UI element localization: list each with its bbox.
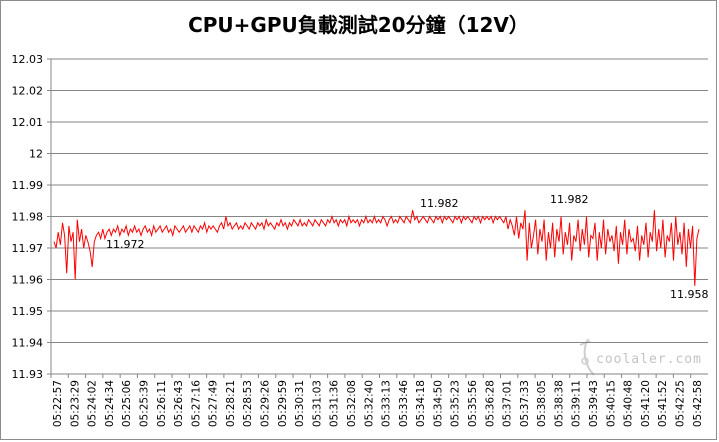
y-tick-label: 11.97: [12, 242, 44, 255]
x-tick-label: 05:26:11: [156, 380, 168, 427]
x-tick-label: 05:25:39: [138, 380, 150, 427]
data-label: 11.958: [670, 288, 709, 301]
x-tick-label: 05:23:29: [69, 380, 81, 427]
x-tick-label: 05:26:43: [173, 380, 185, 427]
x-tick-label: 05:34:18: [415, 380, 427, 427]
y-tick-label: 12: [29, 148, 43, 161]
x-tick-label: 05:38:05: [536, 380, 548, 427]
x-tick-label: 05:28:53: [242, 380, 254, 427]
x-tick-label: 05:37:33: [519, 380, 531, 427]
x-tick-label: 05:41:20: [640, 380, 652, 427]
x-tick-label: 05:35:56: [467, 380, 479, 427]
x-tick-label: 05:31:36: [329, 380, 341, 427]
x-tick-label: 05:41:52: [657, 380, 669, 427]
data-label: 11.982: [420, 197, 459, 210]
x-tick-label: 05:27:16: [190, 380, 202, 427]
y-tick-label: 11.99: [12, 179, 44, 192]
x-tick-label: 05:39:11: [571, 380, 583, 427]
watermark-text: coolaler.com: [596, 352, 702, 367]
y-tick-label: 12.03: [12, 53, 44, 66]
x-tick-label: 05:42:58: [692, 380, 704, 427]
x-tick-label: 05:31:03: [311, 380, 323, 427]
x-tick-label: 05:22:57: [52, 380, 64, 427]
x-tick-label: 05:29:59: [277, 380, 289, 427]
x-tick-label: 05:32:40: [363, 380, 375, 427]
y-tick-label: 12.02: [12, 85, 44, 98]
data-label: 11.972: [106, 238, 145, 251]
x-tick-label: 05:27:49: [208, 380, 220, 427]
x-tick-label: 05:25:06: [121, 380, 133, 427]
x-tick-label: 05:34:50: [432, 380, 444, 427]
series-line: [53, 210, 700, 286]
y-axis-ticks: 11.93 11.94 11.95 11.96 11.97 11.98 11.99 12 12.…: [12, 53, 51, 381]
x-axis-ticks: 05:22:57 05:23:29 05:24:02 05:24:34 05:25:06…: [50, 374, 704, 427]
watermark-logo-icon: [579, 338, 595, 376]
x-tick-label: 05:39:43: [588, 380, 600, 427]
x-tick-label: 05:28:21: [225, 380, 237, 427]
x-tick-label: 05:32:08: [346, 380, 358, 427]
x-tick-label: 05:40:48: [623, 380, 635, 427]
watermark: coolaler.com: [576, 331, 716, 381]
x-tick-label: 05:24:02: [87, 380, 99, 427]
data-label: 11.982: [550, 193, 589, 206]
y-tick-label: 12.01: [12, 116, 44, 129]
x-tick-label: 05:40:15: [605, 380, 617, 427]
x-tick-label: 05:33:13: [381, 380, 393, 427]
gridlines: [50, 58, 708, 375]
x-tick-label: 05:33:46: [398, 380, 410, 427]
x-tick-label: 05:37:01: [502, 380, 514, 427]
x-tick-label: 05:24:34: [104, 380, 116, 427]
x-tick-label: 05:29:26: [260, 380, 272, 427]
y-tick-label: 11.95: [12, 305, 44, 318]
x-tick-label: 05:38:38: [553, 380, 565, 427]
series-layer: [53, 210, 700, 286]
y-tick-label: 11.98: [12, 211, 44, 224]
x-tick-label: 05:42:25: [674, 380, 686, 427]
chart-title: CPU+GPU負載測試20分鐘（12V）: [188, 13, 529, 37]
y-tick-label: 11.93: [12, 368, 44, 381]
y-tick-label: 11.94: [12, 337, 44, 350]
x-tick-label: 05:35:23: [450, 380, 462, 427]
x-tick-label: 05:30:31: [294, 380, 306, 427]
y-tick-label: 11.96: [12, 274, 44, 287]
x-tick-label: 05:36:28: [484, 380, 496, 427]
data-labels: 11.972 11.982 11.982 11.958: [106, 193, 709, 301]
